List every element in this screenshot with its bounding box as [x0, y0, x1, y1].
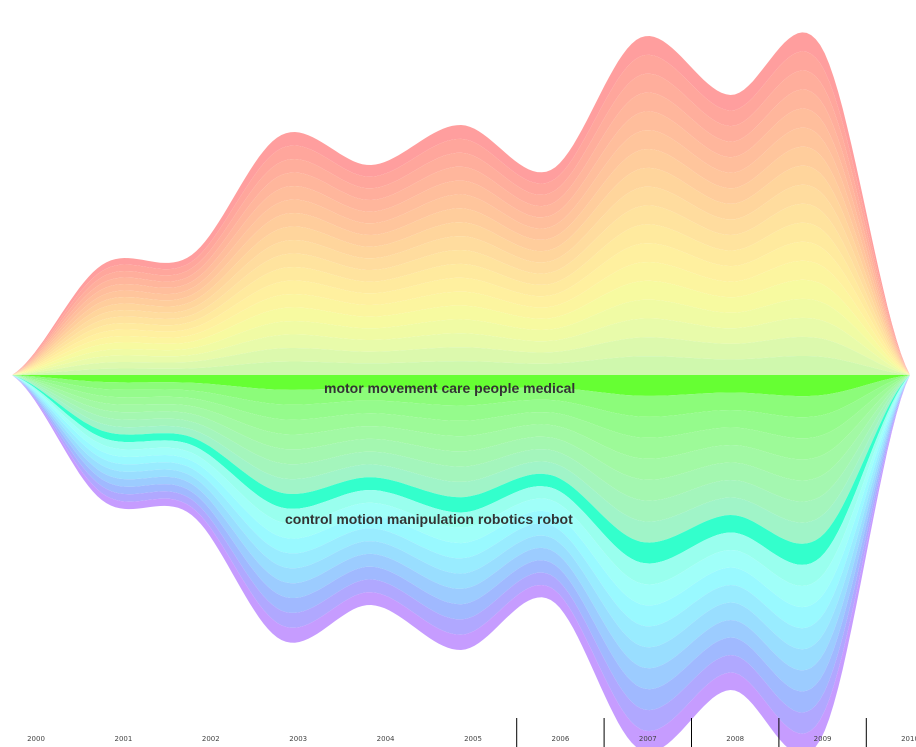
stream-layer-lower-11 — [12, 375, 910, 629]
stream-layer-lower-14 — [12, 375, 910, 692]
stream-layer-upper-14 — [12, 298, 910, 375]
stream-layer-lower-12 — [12, 375, 910, 650]
stream-layer-lower-8 — [12, 375, 910, 565]
stream-layer-lower-5 — [12, 375, 910, 502]
stream-layer-lower-10 — [12, 375, 910, 608]
stream-layer-lower-6 — [12, 375, 910, 523]
stream-layer-upper-12 — [12, 260, 910, 375]
stream-layers — [12, 32, 910, 747]
x-axis: 2000 2001 2002 2003 2004 2005 2006 2007 2008 2009… — [27, 718, 916, 747]
stream-layer-upper-5 — [12, 127, 910, 375]
stream-layer-lower-7 — [12, 375, 910, 544]
stream-layer-upper-11 — [12, 241, 910, 375]
stream-layer-upper-15 — [12, 317, 910, 375]
stream-layer-upper-6 — [12, 146, 910, 375]
stream-layer-lower-3 — [12, 375, 910, 460]
stream-layer-lower-2 — [12, 375, 910, 439]
stream-layer-upper-10 — [12, 222, 910, 375]
topic-label-control-motion: control motion manipulation robotics rob… — [285, 511, 573, 527]
stream-layer-lower-13 — [12, 375, 910, 671]
x-tick-label: 2004 — [377, 735, 395, 743]
x-tick-label: 2000 — [27, 735, 45, 743]
stream-layer-upper-7 — [12, 165, 910, 375]
x-tick-label: 2010 — [901, 735, 916, 743]
x-tick-label: 2002 — [202, 735, 220, 743]
x-tick-label: 2005 — [464, 735, 482, 743]
stream-layer-upper-13 — [12, 279, 910, 375]
stream-layer-upper-3 — [12, 89, 910, 375]
stream-layer-lower-0 — [12, 375, 910, 397]
stream-layer-upper-8 — [12, 184, 910, 375]
x-tick-label: 2008 — [726, 735, 744, 743]
stream-layer-upper-17 — [12, 356, 910, 375]
stream-layer-upper-4 — [12, 108, 910, 375]
x-tick-label: 2001 — [114, 735, 132, 743]
x-tick-label: 2009 — [814, 735, 832, 743]
stream-layer-upper-9 — [12, 203, 910, 375]
topic-label-motor-movement: motor movement care people medical — [324, 380, 575, 396]
stream-layer-upper-16 — [12, 336, 910, 375]
x-tick-label: 2006 — [551, 735, 569, 743]
x-tick-label: 2007 — [639, 735, 657, 743]
stream-layer-lower-1 — [12, 375, 910, 418]
stream-layer-lower-4 — [12, 375, 910, 481]
x-tick-label: 2003 — [289, 735, 307, 743]
stream-layer-lower-9 — [12, 375, 910, 586]
